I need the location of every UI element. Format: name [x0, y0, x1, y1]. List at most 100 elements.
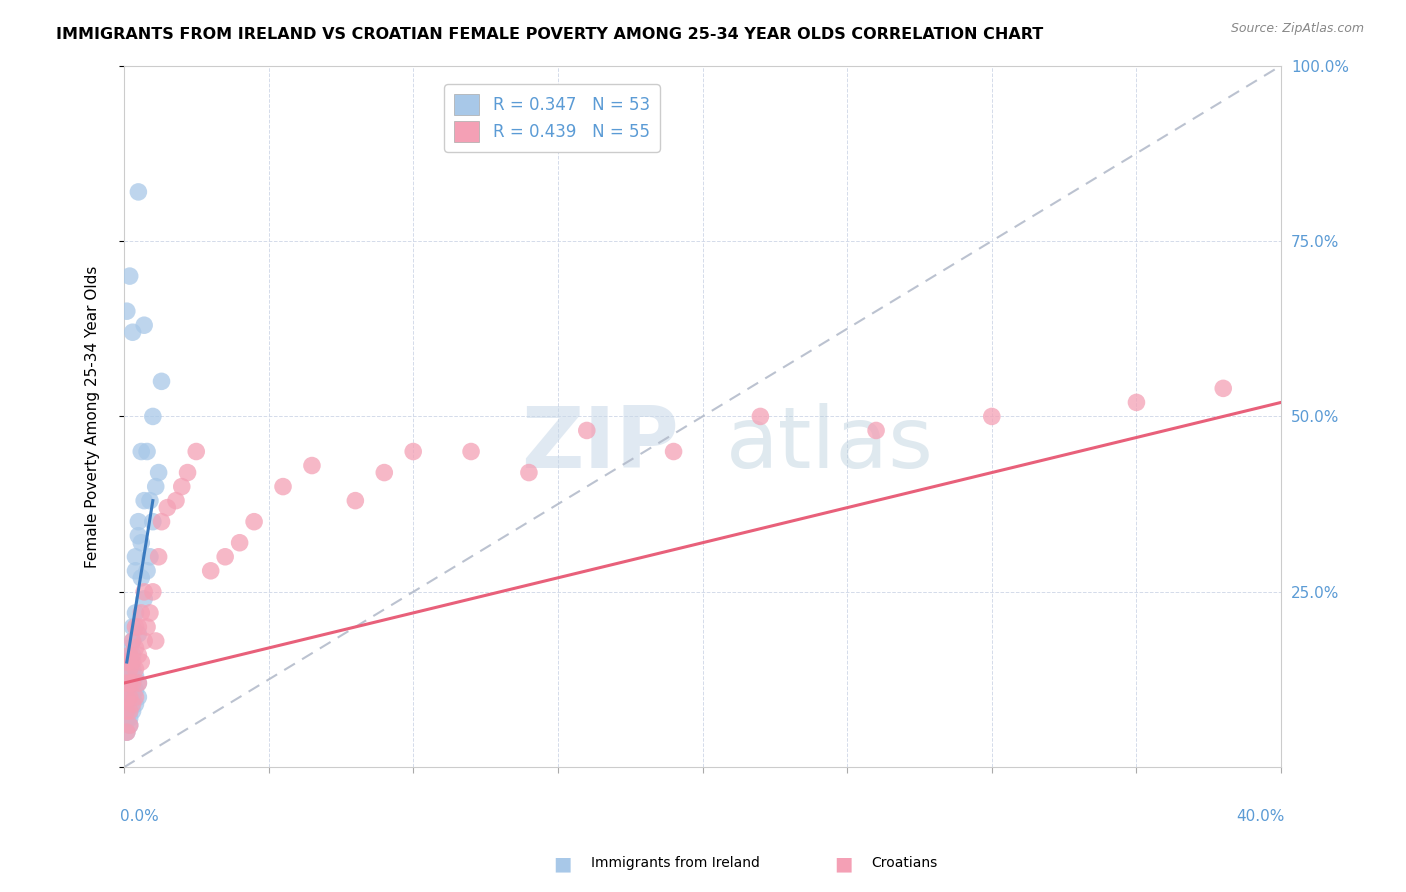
Point [136, 444, 159, 458]
Point [115, 683, 138, 698]
Point [118, 704, 141, 718]
Point [517, 466, 540, 480]
Point [165, 493, 187, 508]
Point [127, 515, 149, 529]
Point [118, 676, 141, 690]
Point [127, 529, 149, 543]
Point [124, 690, 146, 705]
Point [402, 444, 425, 458]
Point [124, 640, 146, 655]
Point [134, 634, 156, 648]
Point [124, 662, 146, 676]
Point [150, 515, 173, 529]
Point [115, 676, 138, 690]
Point [150, 375, 173, 389]
Text: 0.0%: 0.0% [121, 809, 159, 824]
Point [115, 690, 138, 705]
Point [118, 269, 141, 284]
Point [127, 676, 149, 690]
Point [373, 466, 395, 480]
Point [115, 704, 138, 718]
Point [118, 690, 141, 705]
Point [127, 185, 149, 199]
Point [118, 662, 141, 676]
Point [121, 655, 143, 669]
Point [139, 549, 162, 564]
Point [134, 585, 156, 599]
Point [176, 466, 198, 480]
Point [980, 409, 1002, 424]
Point [575, 424, 598, 438]
Point [115, 697, 138, 711]
Point [134, 318, 156, 333]
Point [134, 591, 156, 606]
Point [129, 606, 152, 620]
Point [121, 662, 143, 676]
Point [865, 424, 887, 438]
Y-axis label: Female Poverty Among 25-34 Year Olds: Female Poverty Among 25-34 Year Olds [86, 265, 100, 567]
Point [129, 444, 152, 458]
Legend: R = 0.347   N = 53, R = 0.439   N = 55: R = 0.347 N = 53, R = 0.439 N = 55 [444, 85, 659, 152]
Point [228, 535, 250, 549]
Point [142, 409, 165, 424]
Point [118, 648, 141, 662]
Point [134, 493, 156, 508]
Point [115, 725, 138, 739]
Point [139, 606, 162, 620]
Point [148, 466, 170, 480]
Point [271, 480, 294, 494]
Point [115, 669, 138, 683]
Point [127, 676, 149, 690]
Point [145, 480, 167, 494]
Point [118, 655, 141, 669]
Point [124, 606, 146, 620]
Point [115, 655, 138, 669]
Point [1125, 395, 1147, 409]
Point [121, 676, 143, 690]
Point [124, 669, 146, 683]
Text: ZIP: ZIP [522, 403, 679, 486]
Point [136, 620, 159, 634]
Point [129, 535, 152, 549]
Point [662, 444, 685, 458]
Point [121, 704, 143, 718]
Point [121, 676, 143, 690]
Point [121, 697, 143, 711]
Text: ■: ■ [834, 854, 853, 873]
Point [200, 564, 222, 578]
Point [118, 640, 141, 655]
Point [139, 493, 162, 508]
Point [124, 683, 146, 698]
Point [115, 690, 138, 705]
Point [129, 571, 152, 585]
Point [124, 697, 146, 711]
Point [127, 620, 149, 634]
Point [127, 627, 149, 641]
Point [127, 648, 149, 662]
Point [124, 620, 146, 634]
Point [136, 564, 159, 578]
Point [148, 549, 170, 564]
Point [118, 676, 141, 690]
Point [121, 634, 143, 648]
Point [156, 500, 179, 515]
Point [749, 409, 772, 424]
Point [118, 704, 141, 718]
Point [115, 711, 138, 725]
Point [1212, 381, 1234, 395]
Point [460, 444, 482, 458]
Point [118, 711, 141, 725]
Point [115, 725, 138, 739]
Point [118, 718, 141, 732]
Point [344, 493, 367, 508]
Text: Source: ZipAtlas.com: Source: ZipAtlas.com [1230, 22, 1364, 36]
Point [301, 458, 323, 473]
Point [118, 718, 141, 732]
Text: Immigrants from Ireland: Immigrants from Ireland [591, 856, 759, 871]
Point [243, 515, 266, 529]
Point [124, 564, 146, 578]
Text: atlas: atlas [725, 403, 934, 486]
Point [115, 304, 138, 318]
Text: Croatians: Croatians [872, 856, 938, 871]
Point [115, 704, 138, 718]
